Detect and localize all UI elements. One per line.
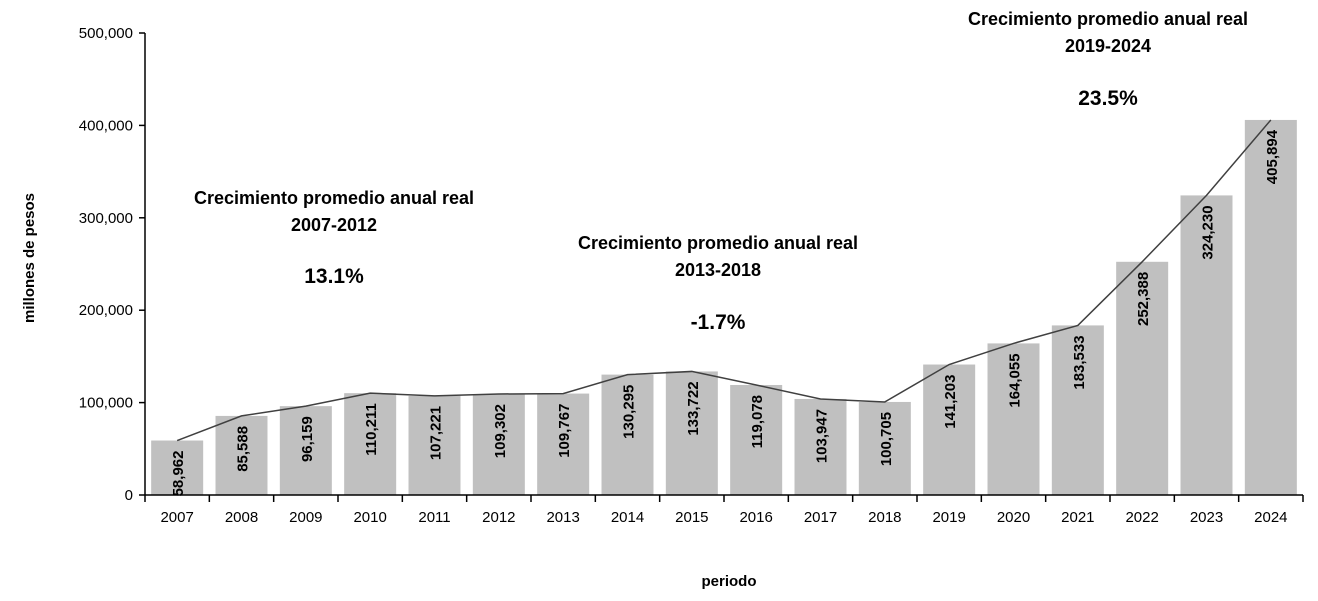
data-label-2011: 107,221 — [428, 406, 445, 460]
data-label-2016: 119,078 — [749, 395, 766, 448]
data-label-2008: 85,588 — [235, 426, 252, 472]
bar-2017 — [794, 398, 847, 495]
x-tick-label-2024: 2024 — [1254, 509, 1287, 526]
x-tick-label-2016: 2016 — [739, 509, 772, 526]
bar-2009 — [279, 406, 332, 495]
data-label-2017: 103,947 — [814, 409, 831, 463]
x-tick-label-2017: 2017 — [804, 509, 837, 526]
y-tick-label: 300,000 — [79, 210, 133, 227]
x-tick-label-2018: 2018 — [868, 509, 901, 526]
annotation-period: 2007-2012 — [291, 215, 377, 235]
data-label-2012: 109,302 — [492, 404, 509, 458]
x-tick-label-2013: 2013 — [546, 509, 579, 526]
annotation-title: Crecimiento promedio anual real — [194, 188, 474, 208]
annotation-title: Crecimiento promedio anual real — [968, 9, 1248, 29]
x-tick-label-2015: 2015 — [675, 509, 708, 526]
x-tick-label-2023: 2023 — [1190, 509, 1223, 526]
y-axis-label: millones de pesos — [21, 193, 38, 323]
annotation-title: Crecimiento promedio anual real — [578, 233, 858, 253]
bar-2016 — [730, 384, 783, 495]
x-tick-label-2008: 2008 — [225, 509, 258, 526]
x-tick-label-2007: 2007 — [160, 509, 193, 526]
x-tick-label-2010: 2010 — [353, 509, 386, 526]
data-label-2014: 130,295 — [621, 385, 638, 439]
data-label-2007: 58,962 — [170, 451, 187, 497]
data-label-2015: 133,722 — [685, 381, 702, 435]
bar-2011 — [408, 395, 461, 495]
bar-2008 — [215, 415, 268, 495]
annotation-value: -1.7% — [691, 311, 746, 334]
bar-2010 — [344, 393, 397, 495]
x-tick-label-2014: 2014 — [611, 509, 644, 526]
data-label-2023: 324,230 — [1200, 205, 1217, 259]
x-tick-label-2009: 2009 — [289, 509, 322, 526]
x-tick-label-2020: 2020 — [997, 509, 1030, 526]
bar-2022 — [1116, 261, 1169, 495]
bar-2014 — [601, 374, 654, 495]
x-tick-label-2019: 2019 — [932, 509, 965, 526]
bar-2018 — [858, 401, 911, 495]
data-label-2018: 100,705 — [878, 412, 895, 466]
annotation-2013-2018: Crecimiento promedio anual real 2013-201… — [578, 233, 858, 334]
y-tick-label: 200,000 — [79, 302, 133, 319]
bar-2013 — [537, 393, 590, 495]
data-label-2020: 164,055 — [1007, 353, 1024, 407]
bar-2019 — [923, 364, 976, 495]
data-label-2024: 405,894 — [1264, 129, 1281, 184]
bar-2020 — [987, 343, 1040, 495]
annotation-period: 2019-2024 — [1065, 36, 1151, 56]
y-tick-label: 500,000 — [79, 25, 133, 42]
annotation-value: 13.1% — [304, 265, 364, 288]
trend-line — [176, 119, 1272, 442]
bar-2015 — [665, 371, 718, 495]
x-axis-label: periodo — [702, 573, 757, 590]
data-label-2009: 96,159 — [299, 416, 316, 462]
bar-2024 — [1244, 119, 1297, 495]
x-tick-label-2021: 2021 — [1061, 509, 1094, 526]
bar-2012 — [472, 394, 525, 495]
x-tick-label-2012: 2012 — [482, 509, 515, 526]
y-tick-label: 100,000 — [79, 395, 133, 412]
bar-2023 — [1180, 195, 1233, 495]
x-tick-label-2022: 2022 — [1125, 509, 1158, 526]
data-label-2022: 252,388 — [1135, 272, 1152, 326]
annotation-period: 2013-2018 — [675, 260, 761, 280]
data-label-2021: 183,533 — [1071, 335, 1088, 389]
annotation-2019-2024: Crecimiento promedio anual real 2019-202… — [968, 9, 1248, 110]
annotation-value: 23.5% — [1078, 87, 1138, 110]
bar-2021 — [1051, 325, 1104, 495]
bar-2007 — [151, 440, 204, 495]
y-tick-label: 0 — [125, 487, 133, 504]
x-tick-label-2011: 2011 — [418, 509, 450, 526]
data-label-2019: 141,203 — [942, 375, 959, 429]
y-tick-label: 400,000 — [79, 117, 133, 134]
annotation-2007-2012: Crecimiento promedio anual real 2007-201… — [194, 188, 474, 288]
data-label-2013: 109,767 — [556, 404, 573, 458]
data-label-2010: 110,211 — [363, 403, 380, 456]
